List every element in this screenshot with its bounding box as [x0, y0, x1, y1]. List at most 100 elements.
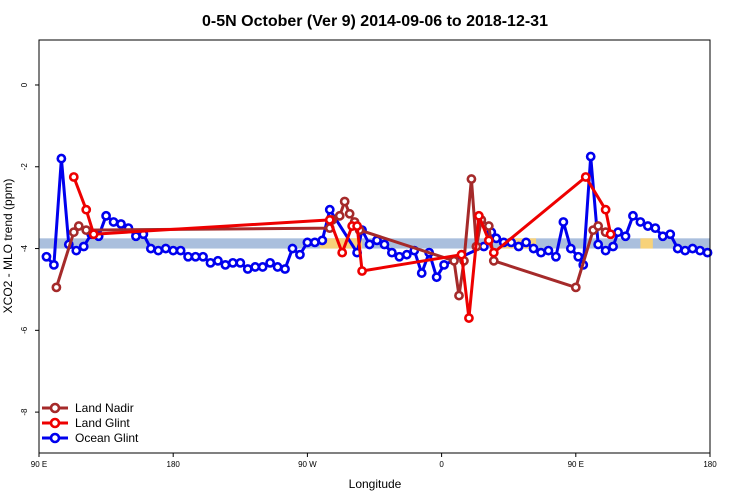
- x-tick-label-5: 180: [703, 460, 717, 469]
- data-point-land-glint-15: [605, 229, 616, 240]
- data-point-land-nadir-17: [483, 221, 494, 231]
- y-tick-label-0: 0: [20, 82, 29, 87]
- data-point-ocean-glint-18: [175, 245, 186, 256]
- data-point-land-nadir-19: [570, 282, 581, 293]
- data-point-land-glint-9: [464, 313, 474, 323]
- data-point-ocean-glint-16: [160, 243, 171, 254]
- legend-label-ocean-glint: Ocean Glint: [75, 431, 139, 445]
- y-axis-label: XCO2 - MLO trend (ppm): [1, 179, 15, 314]
- legend-entry-land-nadir: Land Nadir: [42, 401, 134, 415]
- data-point-ocean-glint-75: [642, 221, 653, 231]
- y-tick-label-2: -4: [20, 244, 29, 252]
- data-point-ocean-glint-76: [650, 223, 661, 233]
- data-point-ocean-glint-71: [613, 227, 623, 238]
- data-point-land-glint-0: [68, 172, 79, 182]
- chart-title: 0-5N October (Ver 9) 2014-09-06 to 2018-…: [202, 13, 548, 30]
- legend-entry-ocean-glint: Ocean Glint: [42, 431, 139, 445]
- data-point-land-glint-11: [483, 235, 494, 246]
- data-point-land-glint-7: [357, 266, 367, 276]
- data-point-land-glint-14: [600, 204, 611, 215]
- data-point-land-glint-1: [81, 204, 92, 215]
- data-point-ocean-glint-73: [628, 210, 638, 221]
- data-point-ocean-glint-48: [416, 268, 427, 278]
- data-point-ocean-glint-32: [280, 264, 290, 274]
- data-point-ocean-glint-28: [250, 262, 261, 272]
- data-point-land-glint-10: [473, 210, 484, 221]
- data-point-ocean-glint-8: [101, 210, 111, 221]
- data-point-ocean-glint-61: [543, 245, 554, 256]
- data-point-ocean-glint-60: [536, 247, 546, 258]
- data-point-ocean-glint-74: [635, 217, 646, 227]
- data-point-land-nadir-12: [454, 290, 464, 301]
- data-point-ocean-glint-31: [272, 262, 283, 272]
- data-point-ocean-glint-63: [558, 217, 569, 227]
- data-point-ocean-glint-10: [116, 219, 126, 229]
- data-point-land-nadir-6: [334, 210, 345, 221]
- legend-marker-land-nadir: [49, 402, 61, 414]
- x-tick-label-1: 180: [167, 460, 181, 469]
- x-tick-label-2: 90 W: [298, 460, 317, 469]
- data-point-ocean-glint-27: [242, 264, 253, 274]
- data-point-ocean-glint-77: [657, 231, 668, 242]
- data-point-ocean-glint-58: [521, 237, 531, 248]
- x-axis: 90 E 180 90 W 0 90 E 180: [31, 453, 717, 469]
- data-point-ocean-glint-54: [491, 233, 502, 244]
- legend-entry-land-glint: Land Glint: [42, 416, 130, 430]
- data-point-ocean-glint-24: [220, 260, 231, 270]
- data-point-ocean-glint-30: [265, 257, 276, 268]
- data-point-ocean-glint-22: [205, 257, 216, 268]
- series-land-glint: [68, 172, 616, 323]
- data-point-ocean-glint-45: [394, 251, 405, 262]
- data-point-ocean-glint-36: [309, 237, 320, 248]
- data-point-ocean-glint-38: [324, 204, 335, 215]
- data-point-land-nadir-14: [466, 174, 477, 184]
- data-point-land-nadir-18: [488, 255, 499, 266]
- data-point-ocean-glint-29: [257, 262, 268, 272]
- data-point-land-nadir-8: [344, 208, 355, 219]
- y-axis: 0 -2 -4 -6 -8: [20, 82, 39, 416]
- data-point-ocean-glint-82: [695, 245, 705, 256]
- data-point-ocean-glint-9: [108, 217, 119, 227]
- data-point-ocean-glint-44: [386, 247, 397, 258]
- data-point-land-glint-6: [352, 221, 363, 231]
- data-point-ocean-glint-78: [665, 229, 676, 240]
- data-point-ocean-glint-41: [364, 239, 375, 250]
- data-point-ocean-glint-0: [41, 251, 52, 262]
- data-point-ocean-glint-33: [287, 243, 298, 254]
- data-point-land-nadir-1: [68, 227, 79, 238]
- data-point-ocean-glint-46: [401, 249, 412, 260]
- data-point-land-nadir-3: [81, 225, 92, 236]
- data-point-ocean-glint-4: [71, 245, 82, 256]
- legend-marker-land-glint: [49, 417, 61, 429]
- data-point-land-glint-3: [324, 215, 335, 225]
- data-point-ocean-glint-23: [213, 255, 223, 266]
- series-layer: [41, 151, 713, 323]
- y-tick-label-3: -6: [20, 326, 29, 334]
- data-point-ocean-glint-57: [513, 241, 524, 252]
- band-highlight-0: [319, 238, 363, 249]
- data-point-ocean-glint-83: [702, 247, 713, 258]
- data-point-ocean-glint-62: [551, 251, 561, 262]
- data-point-ocean-glint-26: [235, 257, 246, 268]
- legend-marker-ocean-glint: [49, 432, 61, 444]
- data-point-land-glint-2: [88, 229, 99, 240]
- data-point-land-glint-13: [580, 172, 591, 182]
- series-ocean-glint: [41, 151, 713, 283]
- data-point-ocean-glint-20: [190, 251, 201, 262]
- x-tick-label-4: 90 E: [568, 460, 584, 469]
- x-tick-label-0: 90 E: [31, 460, 47, 469]
- data-point-land-nadir-21: [593, 221, 604, 231]
- data-point-ocean-glint-68: [593, 239, 604, 250]
- data-point-land-glint-4: [337, 247, 348, 258]
- x-axis-label: Longitude: [349, 477, 402, 491]
- data-point-ocean-glint-43: [379, 239, 390, 250]
- y-tick-label-4: -8: [20, 408, 29, 416]
- data-point-land-nadir-0: [51, 282, 62, 293]
- data-point-land-glint-12: [488, 247, 499, 258]
- y-tick-label-1: -2: [20, 163, 29, 171]
- data-point-ocean-glint-80: [680, 245, 691, 256]
- data-point-ocean-glint-81: [687, 243, 698, 254]
- data-point-ocean-glint-70: [608, 241, 618, 252]
